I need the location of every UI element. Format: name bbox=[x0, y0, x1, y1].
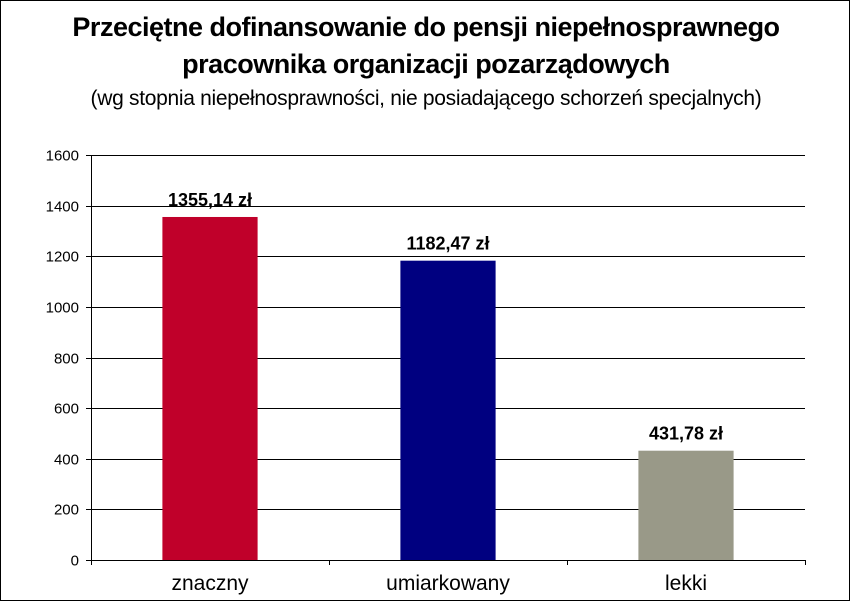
chart-subtitle: (wg stopnia niepełnosprawności, nie posi… bbox=[90, 87, 762, 110]
bar-lekki bbox=[638, 450, 734, 560]
data-label: 1355,14 zł bbox=[168, 190, 252, 210]
y-tick-label: 200 bbox=[54, 502, 79, 519]
bar-umiarkowany bbox=[400, 260, 496, 560]
y-tick-label: 600 bbox=[54, 401, 79, 418]
y-tick-label: 1400 bbox=[46, 199, 79, 216]
y-tick-label: 1000 bbox=[46, 300, 79, 317]
chart-title-line-1: Przeciętne dofinansowanie do pensji niep… bbox=[72, 12, 780, 42]
data-label: 1182,47 zł bbox=[406, 234, 489, 254]
chart-title-line-2: pracownika organizacji pozarządowych bbox=[182, 49, 670, 79]
x-tick-label: znaczny bbox=[171, 572, 249, 595]
y-tick-label: 0 bbox=[71, 553, 79, 570]
bar-znaczny bbox=[162, 216, 258, 560]
y-tick-label: 800 bbox=[54, 351, 79, 368]
x-tick-label: umiarkowany bbox=[386, 572, 510, 595]
y-tick-label: 1200 bbox=[46, 249, 79, 266]
y-tick-label: 1600 bbox=[46, 148, 79, 165]
x-tick-label: lekki bbox=[665, 572, 707, 595]
data-label: 431,78 zł bbox=[649, 424, 723, 444]
y-tick-label: 400 bbox=[54, 452, 79, 469]
